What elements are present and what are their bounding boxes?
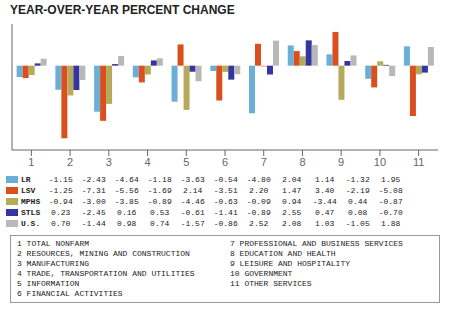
html-text:-1.15: -1.15 bbox=[48, 175, 73, 184]
html-text:-5.08: -5.08 bbox=[378, 186, 403, 195]
html-text:2.08: 2.08 bbox=[282, 219, 302, 228]
html-text:3 MANUFACTURING: 3 MANUFACTURING bbox=[17, 259, 89, 268]
html-text:-3.85: -3.85 bbox=[114, 197, 139, 206]
svg-text:7: 7 bbox=[261, 156, 267, 168]
html-text:0.70: 0.70 bbox=[51, 219, 71, 228]
html-text:0.94: 0.94 bbox=[282, 197, 302, 206]
html-text:2.55: 2.55 bbox=[282, 208, 302, 217]
svg-text:10: 10 bbox=[374, 156, 386, 168]
html-text:4 TRADE, TRANSPORTATION AND UT: 4 TRADE, TRANSPORTATION AND UTILITIES bbox=[17, 269, 195, 278]
html-text:-1.41: -1.41 bbox=[213, 208, 238, 217]
html-text:0.16: 0.16 bbox=[117, 208, 137, 217]
html-text:6 FINANCIAL ACTIVITIES: 6 FINANCIAL ACTIVITIES bbox=[17, 289, 123, 298]
html-text:0.74: 0.74 bbox=[150, 219, 170, 228]
html-text:0.98: 0.98 bbox=[117, 219, 137, 228]
html-text:2.52: 2.52 bbox=[249, 219, 269, 228]
html-text:U.S.: U.S. bbox=[21, 219, 41, 228]
html-text:-5.56: -5.56 bbox=[114, 186, 139, 195]
html-text:1 TOTAL NONFARM: 1 TOTAL NONFARM bbox=[17, 239, 89, 248]
html-text:0.23: 0.23 bbox=[51, 208, 71, 217]
html-text:YEAR-OVER-YEAR PERCENT CHANGE: YEAR-OVER-YEAR PERCENT CHANGE bbox=[10, 3, 235, 17]
html-text:-1.32: -1.32 bbox=[345, 175, 370, 184]
html-text:-0.87: -0.87 bbox=[378, 197, 403, 206]
html-text:-0.63: -0.63 bbox=[213, 197, 238, 206]
svg-text:1: 1 bbox=[28, 156, 34, 168]
html-text:-0.09: -0.09 bbox=[246, 197, 271, 206]
html-text:1.47: 1.47 bbox=[282, 186, 302, 195]
html-text:-4.80: -4.80 bbox=[246, 175, 271, 184]
svg-text:9: 9 bbox=[338, 156, 344, 168]
html-text:-0.54: -0.54 bbox=[213, 175, 238, 184]
html-text:-2.19: -2.19 bbox=[345, 186, 370, 195]
html-text:-3.44: -3.44 bbox=[312, 197, 337, 206]
svg-text:6: 6 bbox=[222, 156, 228, 168]
html-text:LR: LR bbox=[21, 175, 31, 184]
html-text:1.03: 1.03 bbox=[315, 219, 335, 228]
html-text:3.40: 3.40 bbox=[315, 186, 335, 195]
html-text:MPHS: MPHS bbox=[21, 197, 41, 206]
html-text:0.44: 0.44 bbox=[348, 197, 368, 206]
html-text:8 EDUCATION AND HEALTH: 8 EDUCATION AND HEALTH bbox=[230, 249, 336, 258]
html-text:-0.89: -0.89 bbox=[246, 208, 271, 217]
html-text:-7.31: -7.31 bbox=[81, 186, 106, 195]
html-text:0.08: 0.08 bbox=[348, 208, 368, 217]
svg-text:5: 5 bbox=[183, 156, 189, 168]
html-text:1.95: 1.95 bbox=[381, 175, 401, 184]
html-text:5 INFORMATION: 5 INFORMATION bbox=[17, 279, 80, 288]
html-text:-3.51: -3.51 bbox=[213, 186, 238, 195]
html-text:-1.05: -1.05 bbox=[345, 219, 370, 228]
html-text:2 RESOURCES, MINING AND CONSTR: 2 RESOURCES, MINING AND CONSTRUCTION bbox=[17, 249, 190, 258]
html-text:-0.61: -0.61 bbox=[180, 208, 205, 217]
html-text:1.14: 1.14 bbox=[315, 175, 335, 184]
html-text:-1.69: -1.69 bbox=[147, 186, 172, 195]
svg-text:4: 4 bbox=[144, 156, 150, 168]
html-text:2.20: 2.20 bbox=[249, 186, 269, 195]
svg-text:11: 11 bbox=[413, 156, 424, 168]
html-text:-0.86: -0.86 bbox=[213, 219, 238, 228]
svg-text:2: 2 bbox=[67, 156, 73, 168]
html-text:-1.18: -1.18 bbox=[147, 175, 172, 184]
html-text:-4.46: -4.46 bbox=[180, 197, 205, 206]
html-text:10 GOVERNMENT: 10 GOVERNMENT bbox=[230, 269, 293, 278]
html-text:9 LEISURE AND HOSPITALITY: 9 LEISURE AND HOSPITALITY bbox=[230, 259, 350, 268]
html-text:7 PROFESSIONAL AND BUSINESS SE: 7 PROFESSIONAL AND BUSINESS SERVICES bbox=[230, 239, 403, 248]
html-text:-3.63: -3.63 bbox=[180, 175, 205, 184]
html-text:LSV: LSV bbox=[21, 186, 36, 195]
html-text:-3.00: -3.00 bbox=[81, 197, 106, 206]
html-text:-1.25: -1.25 bbox=[48, 186, 73, 195]
html-text:2.14: 2.14 bbox=[183, 186, 203, 195]
html-text:-1.57: -1.57 bbox=[180, 219, 205, 228]
html-text:-4.64: -4.64 bbox=[114, 175, 139, 184]
html-text:-2.43: -2.43 bbox=[81, 175, 106, 184]
html-text:STLS: STLS bbox=[21, 208, 41, 217]
html-text:-0.94: -0.94 bbox=[48, 197, 73, 206]
svg-text:3: 3 bbox=[106, 156, 112, 168]
html-text:2.04: 2.04 bbox=[282, 175, 302, 184]
html-text:-1.44: -1.44 bbox=[81, 219, 106, 228]
html-text:0.53: 0.53 bbox=[150, 208, 170, 217]
html-text:0.47: 0.47 bbox=[315, 208, 335, 217]
html-text:-2.45: -2.45 bbox=[81, 208, 106, 217]
svg-text:8: 8 bbox=[299, 156, 305, 168]
html-text:-0.70: -0.70 bbox=[378, 208, 403, 217]
html-text:11 OTHER SERVICES: 11 OTHER SERVICES bbox=[230, 279, 312, 288]
html-text:-0.89: -0.89 bbox=[147, 197, 172, 206]
html-text:1.88: 1.88 bbox=[381, 219, 401, 228]
